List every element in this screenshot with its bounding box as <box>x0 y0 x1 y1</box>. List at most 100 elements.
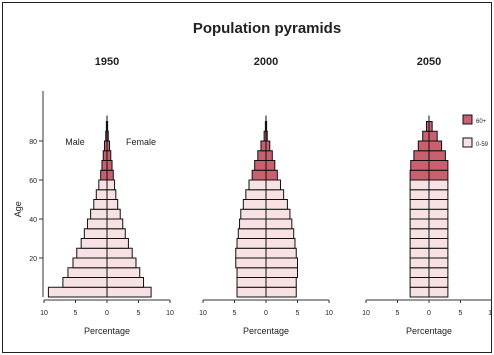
bar-female-1950-age-60 <box>106 169 114 181</box>
x-tick-label: 10 <box>488 310 491 317</box>
bar-male-2000-age-25 <box>236 238 267 249</box>
bar-female-2050-age-60 <box>428 169 449 181</box>
male-label: Male <box>65 137 85 147</box>
bar-female-2000-age-5 <box>265 277 297 288</box>
bar-male-2050-age-35 <box>409 218 430 230</box>
x-tick-label: 5 <box>74 310 78 317</box>
bar-female-1950-age-65 <box>106 160 113 171</box>
bar-female-2050-age-15 <box>428 257 449 269</box>
x-tick-label: 5 <box>137 310 141 317</box>
bar-male-2000-age-10 <box>236 267 267 278</box>
bar-female-1950-age-15 <box>106 257 137 269</box>
x-tick-label: 0 <box>105 310 109 317</box>
bar-female-2000-age-70 <box>265 150 273 161</box>
legend-swatch-60+ <box>462 114 473 125</box>
bar-male-2050-age-30 <box>409 228 430 239</box>
bar-female-2050-age-75 <box>428 140 443 152</box>
bar-female-2050-age-30 <box>428 228 449 239</box>
bar-female-2000-age-10 <box>265 267 298 278</box>
x-tick-label: 10 <box>40 310 48 317</box>
y-tick-label: 20 <box>29 256 37 263</box>
bar-female-2000-age-20 <box>265 247 297 259</box>
bar-male-2000-age-55 <box>248 179 267 191</box>
bar-male-2050-age-65 <box>410 160 430 171</box>
bar-male-2050-age-5 <box>409 277 430 288</box>
bar-female-2050-age-45 <box>428 199 449 210</box>
x-tick-label: 5 <box>233 310 237 317</box>
chart-title: Population pyramids <box>193 20 341 37</box>
bar-female-2000-age-15 <box>265 257 298 269</box>
bar-female-2000-age-65 <box>265 160 276 171</box>
bar-male-2050-age-70 <box>413 150 430 161</box>
bar-male-2050-age-20 <box>409 247 430 259</box>
bar-male-2050-age-45 <box>409 199 430 210</box>
bar-male-2000-age-5 <box>236 277 267 288</box>
bar-female-2000-age-75 <box>265 140 271 152</box>
bar-male-2000-age-35 <box>239 218 267 230</box>
bar-female-2050-age-25 <box>428 238 449 249</box>
bar-female-1950-age-5 <box>106 277 145 288</box>
bar-female-2050-age-10 <box>428 267 449 278</box>
bar-female-2050-age-0 <box>428 286 449 298</box>
bar-female-2050-age-35 <box>428 218 449 230</box>
bar-male-2050-age-40 <box>409 208 430 220</box>
bar-female-1950-age-45 <box>106 199 119 210</box>
x-tick-label: 5 <box>396 310 400 317</box>
bar-male-2050-age-0 <box>409 286 430 298</box>
x-tick-label: 0 <box>427 310 431 317</box>
female-label: Female <box>126 137 156 147</box>
y-tick-label: 80 <box>29 139 37 146</box>
bar-female-1950-age-35 <box>106 218 124 230</box>
bar-male-1950-age-35 <box>86 218 108 230</box>
y-axis-label: Age <box>13 201 23 217</box>
bar-male-2000-age-60 <box>251 169 267 181</box>
bar-male-1950-age-50 <box>95 189 108 200</box>
bar-female-2050-age-40 <box>428 208 449 220</box>
bar-female-2050-age-5 <box>428 277 449 288</box>
bar-male-2000-age-65 <box>254 160 267 171</box>
x-axis-label: Percentage <box>84 326 130 336</box>
x-axis-label: Percentage <box>406 326 452 336</box>
bar-female-2050-age-70 <box>428 150 446 161</box>
x-tick-label: 10 <box>166 310 174 317</box>
bar-female-1950-age-0 <box>106 286 152 298</box>
bar-female-2050-age-80 <box>428 130 438 142</box>
bar-male-2050-age-10 <box>409 267 430 278</box>
bar-male-1950-age-60 <box>100 169 108 181</box>
bar-male-1950-age-20 <box>76 247 108 259</box>
bar-male-2000-age-0 <box>236 286 267 298</box>
bar-female-1950-age-70 <box>106 150 112 161</box>
bar-female-2000-age-55 <box>265 179 281 191</box>
population-pyramids-chart: Population pyramids 20 40 60 80 Age 1950 10 5 0 5 1… <box>13 20 491 336</box>
legend-label: 0-59 <box>476 142 489 148</box>
bar-male-2000-age-70 <box>257 150 267 161</box>
panel-title-1950: 1950 <box>95 56 119 68</box>
bar-female-1950-age-30 <box>106 228 126 239</box>
bar-female-1950-age-20 <box>106 247 133 259</box>
bar-female-1950-age-10 <box>106 267 141 278</box>
bar-male-2050-age-15 <box>409 257 430 269</box>
bar-male-1950-age-5 <box>62 277 108 288</box>
bar-male-1950-age-30 <box>83 228 108 239</box>
bar-female-2050-age-65 <box>428 160 449 171</box>
bar-male-2000-age-40 <box>240 208 267 220</box>
x-tick-label: 10 <box>362 310 370 317</box>
bar-male-2000-age-50 <box>245 189 267 200</box>
bar-male-1950-age-15 <box>72 257 108 269</box>
panel-title-2050: 2050 <box>417 56 441 68</box>
x-tick-label: 10 <box>199 310 207 317</box>
x-axis-label: Percentage <box>243 326 289 336</box>
bar-male-1950-age-55 <box>98 179 108 191</box>
x-tick-label: 5 <box>296 310 300 317</box>
bar-male-2050-age-55 <box>409 179 430 191</box>
bar-female-2000-age-40 <box>265 208 291 220</box>
x-tick-label: 10 <box>325 310 333 317</box>
bar-female-1950-age-55 <box>106 179 116 191</box>
bar-male-1950-age-10 <box>67 267 108 278</box>
bar-male-2050-age-80 <box>422 130 430 142</box>
y-tick-label: 40 <box>29 217 37 224</box>
bar-male-2000-age-15 <box>235 257 267 269</box>
bar-male-2050-age-25 <box>409 238 430 249</box>
bar-male-1950-age-65 <box>101 160 108 171</box>
